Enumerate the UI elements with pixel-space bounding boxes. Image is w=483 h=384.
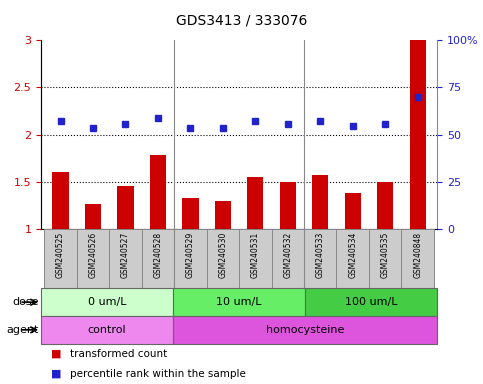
Bar [77,229,109,288]
Bar [142,229,174,288]
Text: GSM240529: GSM240529 [186,232,195,278]
Text: agent: agent [6,325,39,335]
Bar [215,200,231,229]
Bar [247,177,263,229]
Text: GSM240533: GSM240533 [316,232,325,278]
Text: GSM240530: GSM240530 [218,232,227,278]
Text: 10 um/L: 10 um/L [216,297,262,307]
Bar [117,187,134,229]
Bar [304,229,337,288]
Text: GSM240528: GSM240528 [154,232,162,278]
Bar [109,229,142,288]
Text: 0 um/L: 0 um/L [88,297,127,307]
Text: homocysteine: homocysteine [266,325,344,335]
Bar [305,288,437,316]
Text: GDS3413 / 333076: GDS3413 / 333076 [176,13,307,27]
Bar [53,172,69,229]
Text: ■: ■ [51,349,61,359]
Text: GSM240532: GSM240532 [284,232,292,278]
Text: GSM240534: GSM240534 [348,232,357,278]
Text: ■: ■ [51,369,61,379]
Bar [377,182,393,229]
Bar [173,316,437,344]
Text: percentile rank within the sample: percentile rank within the sample [70,369,246,379]
Bar [207,229,239,288]
Bar [174,229,207,288]
Text: GSM240527: GSM240527 [121,232,130,278]
Text: GSM240848: GSM240848 [413,232,422,278]
Bar [280,182,296,229]
Text: 100 um/L: 100 um/L [345,297,398,307]
Bar [182,198,199,229]
Bar [173,288,305,316]
Bar [401,229,434,288]
Bar [44,229,77,288]
Bar [410,40,426,229]
Bar [150,156,166,229]
Text: GSM240525: GSM240525 [56,232,65,278]
Bar [41,288,173,316]
Text: dose: dose [12,297,39,307]
Bar [369,229,401,288]
Bar [239,229,271,288]
Bar [337,229,369,288]
Bar [271,229,304,288]
Text: GSM240526: GSM240526 [88,232,98,278]
Bar [85,204,101,229]
Bar [344,193,361,229]
Bar [41,316,173,344]
Bar [312,175,328,229]
Text: GSM240535: GSM240535 [381,232,390,278]
Text: GSM240531: GSM240531 [251,232,260,278]
Text: transformed count: transformed count [70,349,167,359]
Text: control: control [88,325,127,335]
